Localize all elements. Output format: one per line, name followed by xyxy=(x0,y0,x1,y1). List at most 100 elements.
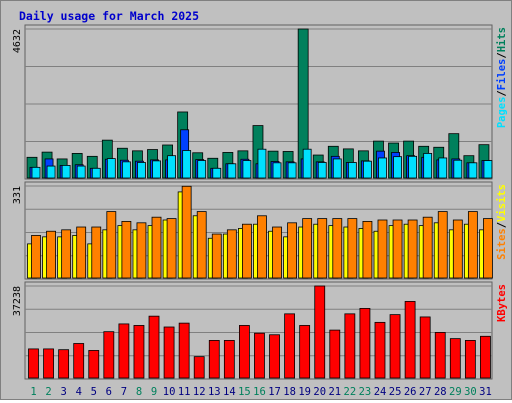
visits-sites-bar-sites-day-31 xyxy=(483,218,493,279)
kbytes-bar-kbytes-day-18 xyxy=(284,313,296,379)
kbytes-bar-kbytes-day-31 xyxy=(480,335,491,379)
visits-sites-bar-sites-day-23 xyxy=(362,220,373,279)
visits-sites-bar-sites-day-11 xyxy=(181,185,192,279)
day-label-18: 18 xyxy=(283,386,296,398)
kbytes-bar-kbytes-day-4 xyxy=(73,343,85,379)
legend-entry: Pages xyxy=(496,97,508,129)
hits-files-pages-bar-pages-day-23 xyxy=(363,160,372,179)
visits-sites-legend-text: Sites/Visits xyxy=(496,184,508,260)
day-label-13: 13 xyxy=(208,386,221,398)
hits-files-pages-legend-text: Pages/Files/Hits xyxy=(496,27,508,128)
visits-sites-bar-sites-day-5 xyxy=(91,226,102,279)
kbytes-ymax-label: 37238 xyxy=(12,286,23,316)
kbytes-bar-kbytes-day-2 xyxy=(43,348,54,379)
hits-files-pages-bar-pages-day-14 xyxy=(227,163,237,179)
visits-sites-bar-sites-day-8 xyxy=(136,222,147,279)
hits-files-pages-legend: Pages/Files/Hits xyxy=(496,27,508,128)
day-label-15: 15 xyxy=(238,386,251,398)
day-label-17: 17 xyxy=(268,386,281,398)
visits-sites-bar-sites-day-14 xyxy=(226,229,237,279)
visits-sites-bar-sites-day-7 xyxy=(121,220,132,279)
hits-files-pages-bar-pages-day-24 xyxy=(378,157,387,179)
kbytes-legend: KBytes xyxy=(496,284,508,322)
day-label-20: 20 xyxy=(313,386,326,398)
visits-sites-bar-sites-day-26 xyxy=(407,219,418,279)
day-label-23: 23 xyxy=(359,386,372,398)
legend-entry: Hits xyxy=(496,27,508,52)
visits-sites-bar-sites-day-28 xyxy=(437,211,448,279)
legend-entry: / xyxy=(496,222,508,228)
day-label-4: 4 xyxy=(76,386,82,398)
kbytes-bar-kbytes-day-16 xyxy=(254,332,265,379)
day-label-28: 28 xyxy=(434,386,447,398)
hits-files-pages-bar-pages-day-21 xyxy=(332,158,342,179)
visits-sites-bar-sites-day-27 xyxy=(422,216,433,279)
visits-sites-bar-sites-day-12 xyxy=(196,211,207,279)
hits-files-pages-ymax-label: 4632 xyxy=(12,29,23,53)
hits-files-pages-bar-pages-day-12 xyxy=(197,160,207,179)
hits-files-pages-bar-pages-day-10 xyxy=(167,155,176,179)
hits-files-pages-bar-pages-day-9 xyxy=(152,160,161,179)
legend-entry: Visits xyxy=(496,184,508,222)
kbytes-bar-kbytes-day-24 xyxy=(374,321,386,379)
visits-sites-bar-sites-day-22 xyxy=(347,218,358,279)
kbytes-bar-kbytes-day-13 xyxy=(208,340,220,379)
kbytes-bar-kbytes-day-21 xyxy=(329,329,341,379)
day-label-5: 5 xyxy=(91,386,97,398)
kbytes-bar-kbytes-day-19 xyxy=(299,325,311,379)
visits-sites-bar-sites-day-3 xyxy=(61,229,72,279)
hits-files-pages-bar-pages-day-18 xyxy=(287,162,297,179)
visits-sites-bar-sites-day-1 xyxy=(31,235,41,279)
hits-files-pages-bar-pages-day-25 xyxy=(393,156,402,179)
day-label-11: 11 xyxy=(178,386,191,398)
hits-files-pages-bar-pages-day-4 xyxy=(76,165,86,179)
legend-entry: Sites xyxy=(496,228,508,260)
hits-files-pages-bar-pages-day-17 xyxy=(272,162,282,179)
visits-sites-bar-sites-day-17 xyxy=(272,226,282,279)
day-label-19: 19 xyxy=(298,386,311,398)
visits-sites-bar-sites-day-21 xyxy=(332,218,343,279)
kbytes-bar-kbytes-day-7 xyxy=(118,323,130,379)
day-label-3: 3 xyxy=(60,386,66,398)
day-label-1: 1 xyxy=(30,386,36,398)
hits-files-pages-bar-pages-day-6 xyxy=(106,158,116,179)
kbytes-bar-kbytes-day-30 xyxy=(464,340,476,379)
hits-files-pages-bar-pages-day-26 xyxy=(408,155,418,179)
kbytes-bar-kbytes-day-12 xyxy=(193,356,205,379)
chart-title: Daily usage for March 2025 xyxy=(19,9,199,23)
visits-sites-ymax-label: 331 xyxy=(12,186,23,204)
legend-entry: KBytes xyxy=(496,284,508,322)
hits-files-pages-bar-pages-day-7 xyxy=(121,161,131,179)
visits-sites-bar-sites-day-10 xyxy=(166,218,177,279)
day-label-25: 25 xyxy=(389,386,402,398)
kbytes-bar-kbytes-day-27 xyxy=(419,316,431,379)
day-label-9: 9 xyxy=(151,386,157,398)
visits-sites-bar-sites-day-6 xyxy=(106,211,117,279)
hits-files-pages-bar-pages-day-16 xyxy=(257,148,267,179)
day-label-27: 27 xyxy=(419,386,432,398)
legend-entry: Files xyxy=(496,59,508,91)
kbytes-bar-kbytes-day-26 xyxy=(404,301,416,379)
hits-files-pages-bar-pages-day-1 xyxy=(31,166,41,179)
visits-sites-bar-sites-day-19 xyxy=(302,218,313,279)
hits-files-pages-bar-pages-day-28 xyxy=(438,157,448,179)
hits-files-pages-bar-pages-day-20 xyxy=(317,162,327,179)
day-label-24: 24 xyxy=(374,386,387,398)
legend-entry: / xyxy=(496,90,508,96)
hits-files-pages-bar-pages-day-22 xyxy=(347,162,357,179)
visits-sites-bar-sites-day-13 xyxy=(211,233,222,279)
kbytes-bar-kbytes-day-1 xyxy=(28,348,39,379)
day-label-2: 2 xyxy=(45,386,51,398)
hits-files-pages-bar-pages-day-30 xyxy=(468,162,478,179)
day-label-14: 14 xyxy=(223,386,236,398)
day-label-8: 8 xyxy=(136,386,142,398)
day-label-7: 7 xyxy=(121,386,127,398)
day-label-31: 31 xyxy=(479,386,492,398)
visits-sites-bar-sites-day-30 xyxy=(467,211,478,279)
hits-files-pages-bar-pages-day-31 xyxy=(483,160,493,179)
visits-sites-legend: Sites/Visits xyxy=(496,184,508,260)
kbytes-bar-kbytes-day-5 xyxy=(88,350,100,379)
